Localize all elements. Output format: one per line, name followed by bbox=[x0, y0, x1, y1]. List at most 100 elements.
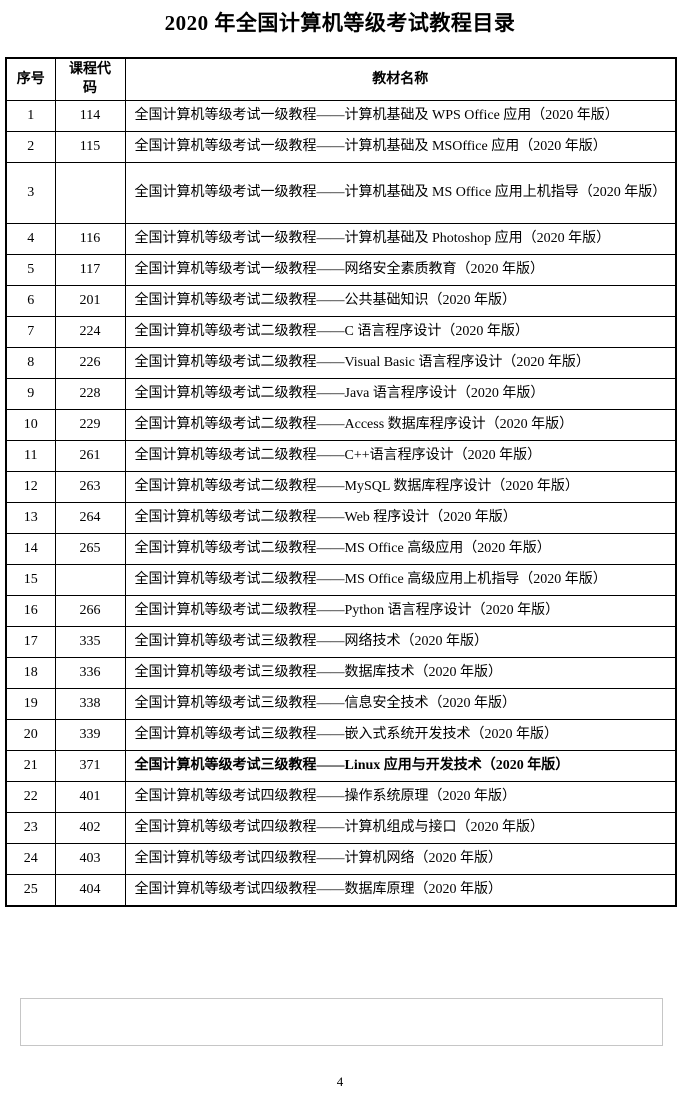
row-number-cell: 3 bbox=[5, 161, 56, 224]
course-code-cell: 266 bbox=[54, 594, 126, 627]
textbook-name-cell: 全国计算机等级考试一级教程——计算机基础及 WPS Office 应用（2020… bbox=[124, 99, 677, 132]
row-number-cell: 19 bbox=[5, 687, 56, 720]
header-row: 序号 课程代码 教材名称 bbox=[5, 57, 677, 101]
course-code-cell: 115 bbox=[54, 130, 126, 163]
page-title: 2020 年全国计算机等级考试教程目录 bbox=[164, 11, 516, 35]
textbook-name-cell: 全国计算机等级考试二级教程——Java 语言程序设计（2020 年版） bbox=[124, 377, 677, 410]
table-row: 9 228 全国计算机等级考试二级教程——Java 语言程序设计（2020 年版… bbox=[5, 377, 677, 410]
catalog-table-body: 1 114 全国计算机等级考试一级教程——计算机基础及 WPS Office 应… bbox=[5, 99, 677, 906]
table-row: 22 401 全国计算机等级考试四级教程——操作系统原理（2020 年版） bbox=[5, 780, 677, 813]
course-code-cell: 339 bbox=[54, 718, 126, 751]
table-row: 5 117 全国计算机等级考试一级教程——网络安全素质教育（2020 年版） bbox=[5, 253, 677, 286]
table-row: 6 201 全国计算机等级考试二级教程——公共基础知识（2020 年版） bbox=[5, 284, 677, 317]
row-number-cell: 4 bbox=[5, 222, 56, 255]
bottom-empty-box bbox=[20, 998, 663, 1046]
table-row: 13 264 全国计算机等级考试二级教程——Web 程序设计（2020 年版） bbox=[5, 501, 677, 534]
course-code-cell: 226 bbox=[54, 346, 126, 379]
table-row: 12 263 全国计算机等级考试二级教程——MySQL 数据库程序设计（2020… bbox=[5, 470, 677, 503]
row-number-cell: 22 bbox=[5, 780, 56, 813]
row-number-cell: 12 bbox=[5, 470, 56, 503]
row-number-cell: 2 bbox=[5, 130, 56, 163]
course-code-cell: 265 bbox=[54, 532, 126, 565]
textbook-name-cell: 全国计算机等级考试二级教程——公共基础知识（2020 年版） bbox=[124, 284, 677, 317]
course-code-cell: 229 bbox=[54, 408, 126, 441]
row-number-cell: 23 bbox=[5, 811, 56, 844]
course-code-cell bbox=[54, 161, 126, 224]
page-number: 4 bbox=[336, 1074, 344, 1089]
course-code-cell: 264 bbox=[54, 501, 126, 534]
course-code-cell: 114 bbox=[54, 99, 126, 132]
header-cell-serial-number: 序号 bbox=[5, 57, 56, 101]
textbook-name-cell: 全国计算机等级考试三级教程——信息安全技术（2020 年版） bbox=[124, 687, 677, 720]
textbook-name-cell: 全国计算机等级考试二级教程——Access 数据库程序设计（2020 年版） bbox=[124, 408, 677, 441]
row-number-cell: 18 bbox=[5, 656, 56, 689]
table-row: 8 226 全国计算机等级考试二级教程——Visual Basic 语言程序设计… bbox=[5, 346, 677, 379]
course-code-cell bbox=[54, 563, 126, 596]
course-code-cell: 404 bbox=[54, 873, 126, 906]
table-row: 24 403 全国计算机等级考试四级教程——计算机网络（2020 年版） bbox=[5, 842, 677, 875]
table-row: 1 114 全国计算机等级考试一级教程——计算机基础及 WPS Office 应… bbox=[5, 99, 677, 132]
row-number-cell: 11 bbox=[5, 439, 56, 472]
textbook-name-cell: 全国计算机等级考试二级教程——MS Office 高级应用（2020 年版） bbox=[124, 532, 677, 565]
course-code-cell: 224 bbox=[54, 315, 126, 348]
course-code-cell: 261 bbox=[54, 439, 126, 472]
course-code-cell: 335 bbox=[54, 625, 126, 658]
textbook-name-cell: 全国计算机等级考试二级教程——C 语言程序设计（2020 年版） bbox=[124, 315, 677, 348]
table-row: 21 371 全国计算机等级考试三级教程——Linux 应用与开发技术（2020… bbox=[5, 749, 677, 782]
table-row: 20 339 全国计算机等级考试三级教程——嵌入式系统开发技术（2020 年版） bbox=[5, 718, 677, 751]
row-number-cell: 9 bbox=[5, 377, 56, 410]
row-number-cell: 21 bbox=[5, 749, 56, 782]
table-row: 10 229 全国计算机等级考试二级教程——Access 数据库程序设计（202… bbox=[5, 408, 677, 441]
course-code-cell: 263 bbox=[54, 470, 126, 503]
textbook-name-cell: 全国计算机等级考试四级教程——计算机网络（2020 年版） bbox=[124, 842, 677, 875]
textbook-name-cell: 全国计算机等级考试一级教程——网络安全素质教育（2020 年版） bbox=[124, 253, 677, 286]
textbook-name-cell: 全国计算机等级考试四级教程——数据库原理（2020 年版） bbox=[124, 873, 677, 906]
course-code-cell: 201 bbox=[54, 284, 126, 317]
textbook-name-cell: 全国计算机等级考试二级教程——Visual Basic 语言程序设计（2020 … bbox=[124, 346, 677, 379]
course-code-cell: 338 bbox=[54, 687, 126, 720]
row-number-cell: 13 bbox=[5, 501, 56, 534]
textbook-name-cell: 全国计算机等级考试四级教程——操作系统原理（2020 年版） bbox=[124, 780, 677, 813]
row-number-cell: 10 bbox=[5, 408, 56, 441]
course-code-cell: 228 bbox=[54, 377, 126, 410]
row-number-cell: 6 bbox=[5, 284, 56, 317]
textbook-name-cell: 全国计算机等级考试一级教程——计算机基础及 MS Office 应用上机指导（2… bbox=[124, 161, 677, 224]
course-code-cell: 402 bbox=[54, 811, 126, 844]
table-row: 19 338 全国计算机等级考试三级教程——信息安全技术（2020 年版） bbox=[5, 687, 677, 720]
textbook-name-cell: 全国计算机等级考试四级教程——计算机组成与接口（2020 年版） bbox=[124, 811, 677, 844]
textbook-name-cell: 全国计算机等级考试二级教程——C++语言程序设计（2020 年版） bbox=[124, 439, 677, 472]
table-row: 4 116 全国计算机等级考试一级教程——计算机基础及 Photoshop 应用… bbox=[5, 222, 677, 255]
table-row: 11 261 全国计算机等级考试二级教程——C++语言程序设计（2020 年版） bbox=[5, 439, 677, 472]
textbook-name-cell: 全国计算机等级考试一级教程——计算机基础及 MSOffice 应用（2020 年… bbox=[124, 130, 677, 163]
table-row: 17 335 全国计算机等级考试三级教程——网络技术（2020 年版） bbox=[5, 625, 677, 658]
textbook-name-cell: 全国计算机等级考试二级教程——MySQL 数据库程序设计（2020 年版） bbox=[124, 470, 677, 503]
row-number-cell: 8 bbox=[5, 346, 56, 379]
course-code-cell: 401 bbox=[54, 780, 126, 813]
textbook-name-cell: 全国计算机等级考试二级教程——Web 程序设计（2020 年版） bbox=[124, 501, 677, 534]
textbook-name-cell: 全国计算机等级考试二级教程——MS Office 高级应用上机指导（2020 年… bbox=[124, 563, 677, 596]
catalog-table: 序号 课程代码 教材名称 1 114 全国计算机等级考试一级教程——计算机基础及… bbox=[5, 57, 677, 907]
row-number-cell: 20 bbox=[5, 718, 56, 751]
row-number-cell: 25 bbox=[5, 873, 56, 906]
row-number-cell: 16 bbox=[5, 594, 56, 627]
header-cell-course-code: 课程代码 bbox=[54, 57, 126, 101]
table-row: 18 336 全国计算机等级考试三级教程——数据库技术（2020 年版） bbox=[5, 656, 677, 689]
textbook-name-cell: 全国计算机等级考试一级教程——计算机基础及 Photoshop 应用（2020 … bbox=[124, 222, 677, 255]
row-number-cell: 1 bbox=[5, 99, 56, 132]
table-row: 3 全国计算机等级考试一级教程——计算机基础及 MS Office 应用上机指导… bbox=[5, 161, 677, 224]
table-row: 14 265 全国计算机等级考试二级教程——MS Office 高级应用（202… bbox=[5, 532, 677, 565]
textbook-name-cell: 全国计算机等级考试三级教程——网络技术（2020 年版） bbox=[124, 625, 677, 658]
row-number-cell: 15 bbox=[5, 563, 56, 596]
row-number-cell: 17 bbox=[5, 625, 56, 658]
row-number-cell: 24 bbox=[5, 842, 56, 875]
course-code-cell: 371 bbox=[54, 749, 126, 782]
course-code-cell: 116 bbox=[54, 222, 126, 255]
table-row: 15 全国计算机等级考试二级教程——MS Office 高级应用上机指导（202… bbox=[5, 563, 677, 596]
row-number-cell: 5 bbox=[5, 253, 56, 286]
course-code-cell: 336 bbox=[54, 656, 126, 689]
course-code-cell: 117 bbox=[54, 253, 126, 286]
row-number-cell: 7 bbox=[5, 315, 56, 348]
header-cell-textbook-name: 教材名称 bbox=[124, 57, 677, 101]
table-row: 16 266 全国计算机等级考试二级教程——Python 语言程序设计（2020… bbox=[5, 594, 677, 627]
